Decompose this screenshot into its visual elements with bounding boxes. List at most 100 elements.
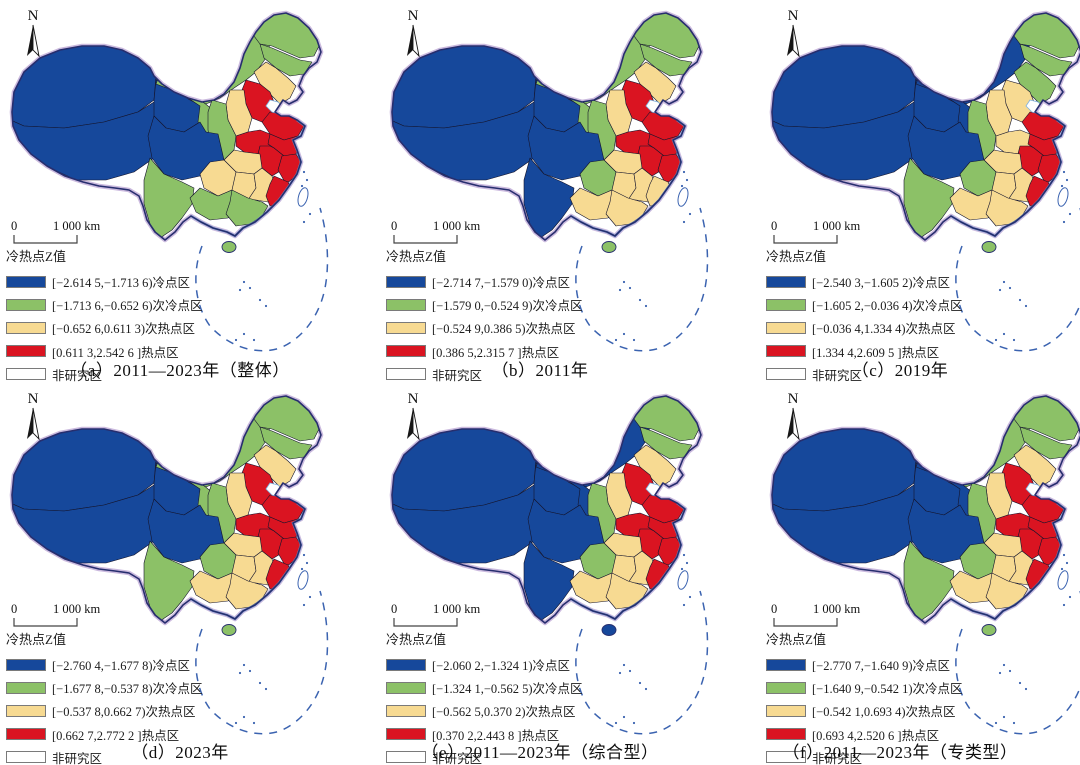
map-group: N 0 1 000 km bbox=[769, 8, 1080, 352]
legend-item-hot: [0.386 5,2.315 7 ]热点区 bbox=[386, 342, 583, 361]
legend-swatch-cold bbox=[386, 658, 426, 671]
legend-item-cold: [−2.714 7,−1.579 0)冷点区 bbox=[386, 272, 583, 291]
island-dot bbox=[685, 561, 689, 565]
north-arrow-left bbox=[27, 408, 33, 439]
legend-title: 冷热点Z值 bbox=[6, 632, 66, 647]
legend-item-subhot: [−0.036 4,1.334 4)次热点区 bbox=[766, 318, 963, 337]
scale-bar: 0 1 000 km bbox=[771, 602, 861, 627]
legend-label: [−0.524 9,0.386 5)次热点区 bbox=[432, 322, 576, 337]
island-dot bbox=[1068, 212, 1072, 216]
legend-swatch-cold bbox=[6, 275, 46, 288]
provinces-layer bbox=[772, 396, 1080, 622]
legend-c: 冷热点Z值 [−2.540 3,−1.605 2)冷点区 [−1.605 2,−0.… bbox=[766, 246, 963, 383]
legend-swatch-subcold bbox=[6, 298, 46, 311]
legend-label: [0.611 3,2.542 6 ]热点区 bbox=[52, 345, 179, 360]
legend-item-non: 非研究区 bbox=[766, 365, 963, 383]
scale-zero: 0 bbox=[11, 602, 17, 616]
island-dot bbox=[258, 298, 262, 302]
legend-item-non: 非研究区 bbox=[386, 365, 583, 383]
island-dot bbox=[1012, 338, 1016, 342]
north-arrow-right bbox=[32, 24, 40, 58]
country-border bbox=[391, 395, 702, 624]
legend-swatch-subhot bbox=[6, 321, 46, 334]
legend-swatch-subhot bbox=[386, 704, 426, 717]
legend-swatch-hot bbox=[6, 728, 46, 741]
island-dot bbox=[1002, 663, 1006, 667]
legend-swatch-non bbox=[766, 751, 806, 764]
legend-item-hot: [0.662 7,2.772 2 ]热点区 bbox=[6, 725, 203, 744]
scale-label: 1 000 km bbox=[813, 219, 861, 233]
taiwan-island bbox=[1057, 570, 1069, 590]
legend-item-subhot: [−0.562 5,0.370 2)次热点区 bbox=[386, 701, 583, 720]
legend-label: [0.370 2,2.443 8 ]热点区 bbox=[432, 728, 560, 743]
island-dot bbox=[1062, 220, 1066, 224]
legend-swatch-subcold bbox=[386, 298, 426, 311]
legend-swatch-subcold bbox=[6, 681, 46, 694]
scale-zero: 0 bbox=[771, 219, 777, 233]
region-yunnan bbox=[903, 157, 955, 239]
scale-bar: 0 1 000 km bbox=[11, 602, 101, 627]
island-dot bbox=[682, 553, 686, 557]
scale-bracket bbox=[773, 618, 838, 627]
north-label: N bbox=[28, 391, 39, 407]
legend-item-non: 非研究区 bbox=[6, 365, 203, 383]
island-dot bbox=[638, 681, 642, 685]
scale-bracket bbox=[393, 618, 458, 627]
legend-swatch-subcold bbox=[766, 681, 806, 694]
island-dot bbox=[682, 220, 686, 224]
scale-zero: 0 bbox=[11, 219, 17, 233]
island-dot bbox=[238, 288, 242, 292]
legend-label: [−0.537 8,0.662 7)次热点区 bbox=[52, 705, 196, 720]
island-dot bbox=[248, 669, 252, 673]
legend-swatch-subcold bbox=[386, 681, 426, 694]
island-dot bbox=[258, 681, 262, 685]
island-dot bbox=[308, 212, 312, 216]
panel-caption-b: （b）2011年 bbox=[491, 361, 589, 380]
map-svg-a: N 0 1 000 km bbox=[9, 8, 329, 352]
island-dot bbox=[1024, 304, 1028, 308]
taiwan-island bbox=[297, 187, 309, 207]
legend-label: [−2.060 2,−1.324 1)冷点区 bbox=[432, 659, 571, 673]
island-dot bbox=[644, 304, 648, 308]
north-arrow: N bbox=[787, 8, 800, 58]
legend-item-hot: [0.693 4,2.520 6 ]热点区 bbox=[766, 725, 963, 744]
legend-label: [0.662 7,2.772 2 ]热点区 bbox=[52, 728, 180, 743]
legend-item-hot: [1.334 4,2.609 5 ]热点区 bbox=[766, 342, 963, 361]
legend-label: 非研究区 bbox=[812, 368, 863, 383]
panel-a: N 0 1 000 km 冷热点Z值 [−2.614 5,−1.713 6)冷点区 [−1… bbox=[0, 0, 360, 383]
legend-item-non: 非研究区 bbox=[766, 748, 963, 765]
island-dot bbox=[618, 671, 622, 675]
legend-label: [−2.770 7,−1.640 9)冷点区 bbox=[812, 659, 951, 673]
legend-label: [−1.605 2,−0.036 4)次冷点区 bbox=[812, 299, 963, 314]
legend-item-subhot: [−0.524 9,0.386 5)次热点区 bbox=[386, 318, 583, 337]
legend-label: [0.693 4,2.520 6 ]热点区 bbox=[812, 728, 940, 743]
legend-item-subcold: [−1.677 8,−0.537 8)次冷点区 bbox=[6, 678, 203, 697]
legend-d: 冷热点Z值 [−2.760 4,−1.677 8)冷点区 [−1.677 8,−0.… bbox=[6, 629, 203, 765]
legend-swatch-non bbox=[386, 368, 426, 381]
legend-swatch-hot bbox=[766, 345, 806, 358]
legend-label: [−2.614 5,−1.713 6)冷点区 bbox=[52, 276, 191, 290]
legend-item-cold: [−2.770 7,−1.640 9)冷点区 bbox=[766, 655, 963, 674]
island-dot bbox=[622, 663, 626, 667]
island-dot bbox=[680, 184, 684, 188]
scale-label: 1 000 km bbox=[53, 602, 101, 616]
legend-swatch-hot bbox=[766, 728, 806, 741]
scale-zero: 0 bbox=[391, 602, 397, 616]
taiwan-island bbox=[677, 187, 689, 207]
legend-label: [−2.540 3,−1.605 2)冷点区 bbox=[812, 276, 951, 290]
scale-bracket bbox=[13, 235, 78, 244]
scale-zero: 0 bbox=[771, 602, 777, 616]
north-arrow: N bbox=[27, 8, 40, 58]
map-group: N 0 1 000 km bbox=[9, 391, 329, 735]
legend-label: [−1.677 8,−0.537 8)次冷点区 bbox=[52, 682, 203, 697]
north-label: N bbox=[788, 8, 799, 24]
country-border bbox=[11, 395, 322, 624]
island-dot bbox=[302, 220, 306, 224]
taiwan-island bbox=[1057, 187, 1069, 207]
panel-b: N 0 1 000 km 冷热点Z值 [−2.714 7,−1.579 0)冷点区 [−1… bbox=[360, 0, 720, 383]
scale-label: 1 000 km bbox=[433, 602, 481, 616]
island-dot bbox=[614, 338, 618, 342]
island-dot bbox=[682, 603, 686, 607]
legend-label: [−1.324 1,−0.562 5)次冷点区 bbox=[432, 682, 583, 697]
legend-title: 冷热点Z值 bbox=[386, 249, 446, 264]
